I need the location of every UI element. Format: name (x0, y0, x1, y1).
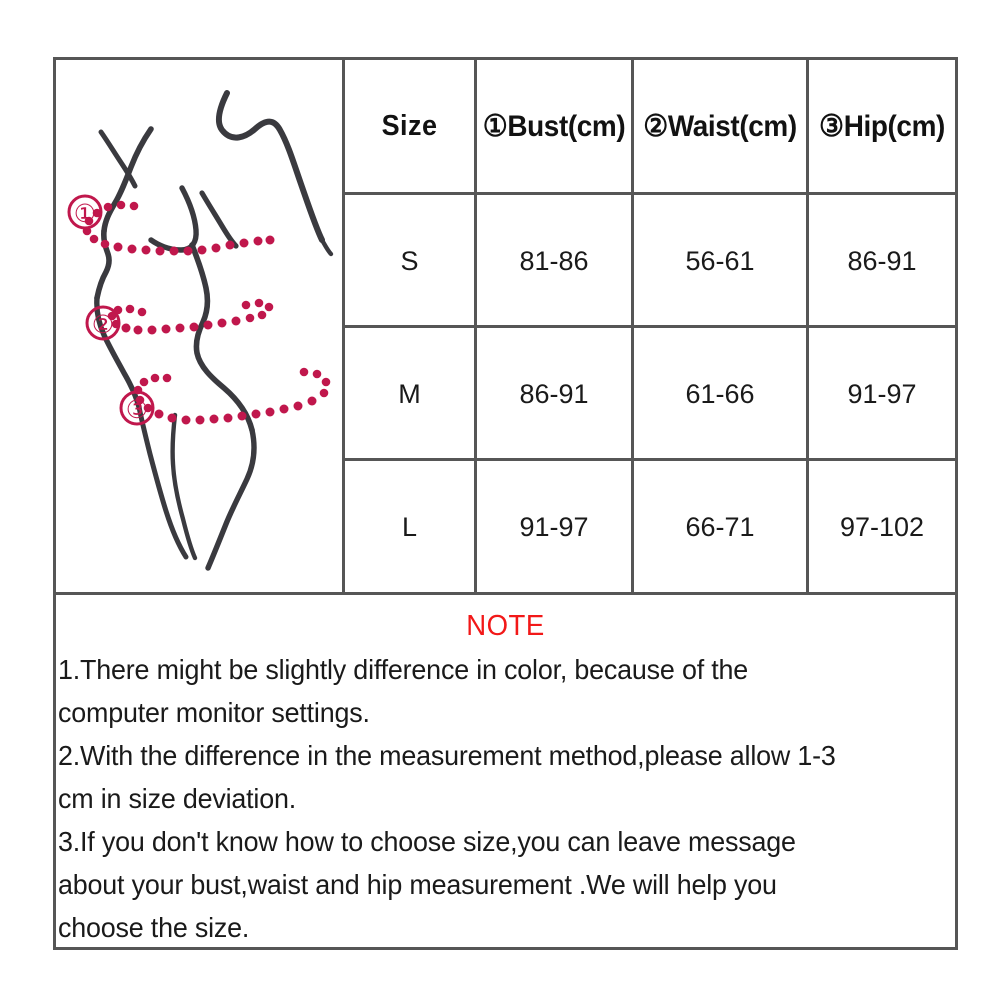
size-table: ① ② ③ (56, 60, 955, 595)
bust-measurement-ring (82, 200, 275, 256)
marker-1: ① (67, 194, 103, 230)
table-header-bust: ①Bust(cm) (482, 109, 626, 143)
table-row: 91-97 (519, 512, 589, 542)
table-row: L (401, 512, 418, 542)
note-line: computer monitor settings. (58, 697, 370, 728)
table-row: 91-97 (847, 379, 917, 409)
note-line: cm in size deviation. (58, 783, 297, 814)
waist-measurement-ring (107, 298, 274, 335)
note-line: 3.If you don't know how to choose size,y… (58, 826, 796, 857)
hip-measurement-ring (133, 367, 331, 425)
table-hline-1 (342, 192, 955, 195)
note-line: choose the size. (58, 912, 250, 943)
table-row: 97-102 (839, 512, 925, 542)
table-row: 56-61 (685, 246, 755, 276)
table-hline-2 (342, 325, 955, 328)
note-section: NOTE 1.There might be slightly differenc… (56, 595, 955, 947)
table-header-hip: ③Hip(cm) (819, 109, 945, 143)
table-hline-3 (342, 458, 955, 461)
table-row: 66-71 (685, 512, 755, 542)
marker-3-label: ③ (126, 397, 148, 424)
body-measurement-figure: ① ② ③ (56, 60, 342, 592)
marker-1-label: ① (74, 201, 96, 228)
note-line: 1.There might be slightly difference in … (58, 654, 749, 685)
marker-3: ③ (119, 390, 155, 426)
table-row: 86-91 (519, 379, 589, 409)
table-row: 81-86 (519, 246, 589, 276)
marker-2: ② (85, 305, 121, 341)
body-silhouette-icon: ① ② ③ (67, 90, 334, 571)
table-bottom-rule (56, 592, 955, 595)
marker-2-label: ② (92, 312, 114, 339)
note-line: about your bust,waist and hip measuremen… (58, 869, 777, 900)
table-row: S (400, 246, 419, 276)
note-line: 2.With the difference in the measurement… (58, 740, 836, 771)
table-row: 61-66 (685, 379, 755, 409)
chart-outer-frame: ① ② ③ (53, 57, 958, 950)
table-header-size: Size (381, 109, 438, 142)
note-title: NOTE (466, 610, 545, 642)
table-header-waist: ②Waist(cm) (643, 109, 797, 143)
table-row: M (398, 379, 421, 409)
note-body: 1.There might be slightly difference in … (58, 648, 951, 949)
table-row: 86-91 (847, 246, 917, 276)
